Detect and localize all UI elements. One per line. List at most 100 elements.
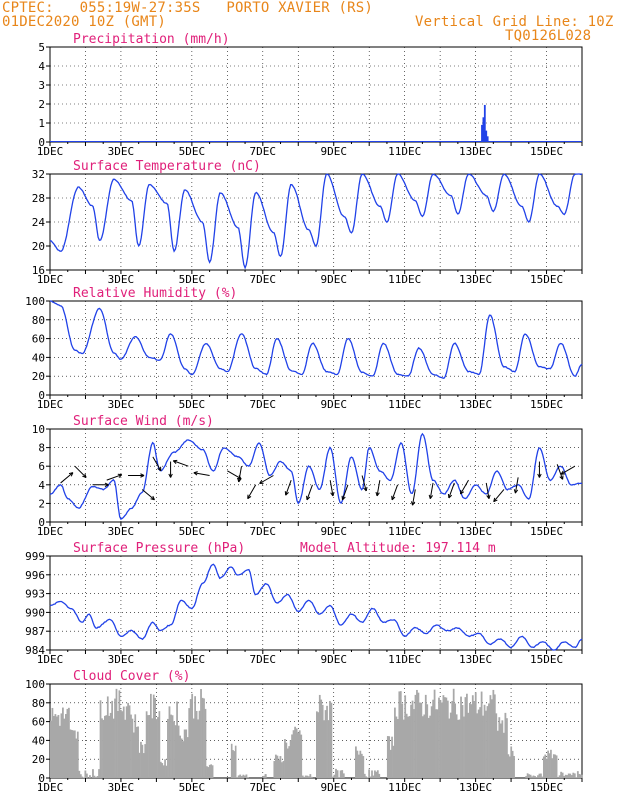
cloud-bar (551, 758, 554, 778)
cloud-bar (457, 719, 459, 778)
cloud-bar (452, 688, 455, 778)
wind-wind-arrowhead (428, 494, 434, 499)
cloud-bar (295, 728, 298, 778)
temp-series-line (49, 173, 583, 270)
cloud-bar (506, 718, 508, 778)
cloud-bar (206, 766, 208, 778)
pres-xtick-label: 5DEC (179, 653, 206, 666)
cloud-bar (309, 774, 312, 778)
temp-xtick-label: 9DEC (320, 273, 347, 286)
cloud-bar (173, 721, 175, 778)
rh-xtick-label: 13DEC (459, 398, 492, 411)
cloud-bar (504, 712, 507, 778)
cloud-bar (576, 771, 579, 778)
rh-xtick-label: 9DEC (320, 398, 347, 411)
cloud-bar (538, 773, 541, 778)
cloud-bar (486, 706, 489, 778)
cloud-bar (60, 713, 63, 778)
cloud-bar (552, 754, 555, 778)
cloud-bar (145, 711, 148, 778)
cloud-bar (207, 767, 210, 778)
cloud-bar (399, 691, 402, 778)
cloud-bar (567, 773, 570, 778)
wind-wind-arrowhead (363, 486, 368, 492)
cloud-bar (230, 743, 233, 778)
cloud-bar (317, 712, 320, 778)
cloud-bar (414, 694, 417, 778)
temp-ytick-label: 16 (32, 264, 45, 277)
pres-xtick-label: 9DEC (320, 653, 347, 666)
cloud-bar (441, 702, 443, 778)
cloud-bar (304, 775, 307, 778)
wind-wind-arrowhead (410, 501, 416, 506)
precip-ytick-label: 0 (38, 136, 45, 149)
wind-xtick-label: 13DEC (459, 525, 492, 538)
cloud-bar (547, 750, 549, 778)
wind-wind-arrowhead (104, 482, 109, 487)
wind-wind-arrowhead (341, 495, 346, 501)
wind-wind-arrow (306, 484, 313, 501)
cloud-bar (421, 716, 424, 778)
cloud-bar (53, 715, 55, 778)
cloud-xtick-label: 1DEC (37, 781, 64, 794)
cloud-bar (460, 696, 462, 778)
precip-frame (49, 46, 583, 143)
cloud-bar (188, 708, 191, 778)
cloud-bar (420, 702, 423, 778)
wind-wind-arrowhead (82, 473, 87, 478)
rh-ytick-label: 40 (32, 351, 45, 364)
wind-wind-arrow (560, 465, 576, 475)
cloud-bar (115, 688, 118, 778)
wind-wind-arrowhead (172, 459, 178, 464)
cloud-bar (445, 697, 448, 778)
cloud-bar (442, 695, 445, 778)
wind-wind-arrow (259, 475, 274, 484)
wind-wind-arrow (329, 480, 334, 496)
temp-xtick-label: 15DEC (530, 273, 563, 286)
pres-xtick-label: 13DEC (459, 653, 492, 666)
cloud-bar (239, 774, 242, 778)
cloud-bar (511, 750, 514, 778)
cloud-bar (200, 689, 202, 778)
cloud-bar (573, 773, 576, 778)
cloud-bar (329, 700, 331, 778)
wind-title: Surface Wind (m/s) (73, 414, 214, 429)
cloud-bar (208, 764, 211, 778)
wind-wind-arrowhead (537, 473, 542, 478)
cloud-xtick-label: 3DEC (108, 781, 135, 794)
cloud-bar (432, 699, 434, 778)
precip-ytick-label: 3 (38, 79, 45, 92)
cloud-bar (54, 714, 57, 778)
temp-ytick-label: 24 (32, 216, 46, 229)
cloud-bar (131, 718, 134, 778)
cloud-bar (154, 697, 156, 778)
cloud-bar (426, 704, 429, 778)
cloud-bar (232, 750, 234, 778)
cloud-bar (572, 772, 575, 778)
cloud-bar (498, 717, 501, 778)
wind-wind-arrow (285, 479, 292, 496)
pres-xtick-label: 15DEC (530, 653, 563, 666)
cloud-bar (540, 773, 542, 778)
pres-title: Surface Pressure (hPa) (73, 541, 245, 556)
cloud-bar (372, 775, 375, 778)
cloud-bar (376, 770, 379, 778)
wind-wind-arrowhead (117, 473, 123, 478)
wind-xtick-label: 7DEC (250, 525, 277, 538)
cloud-bar (174, 725, 177, 778)
cloud-bar (289, 740, 292, 778)
precip-bar (486, 136, 489, 142)
cloud-bar (291, 734, 293, 778)
cloud-bar (140, 741, 142, 778)
cloud-bar (262, 775, 265, 778)
wind-ytick-label: 10 (32, 423, 45, 436)
precip-bar (482, 117, 485, 142)
cloud-bar (485, 710, 487, 778)
cloud-bar (171, 715, 174, 778)
wind-wind-arrowhead (306, 495, 311, 501)
wind-wind-arrowhead (375, 491, 380, 497)
wind-wind-arrow (238, 466, 243, 483)
wind-xtick-label: 9DEC (320, 525, 347, 538)
wind-xtick-label: 15DEC (530, 525, 563, 538)
